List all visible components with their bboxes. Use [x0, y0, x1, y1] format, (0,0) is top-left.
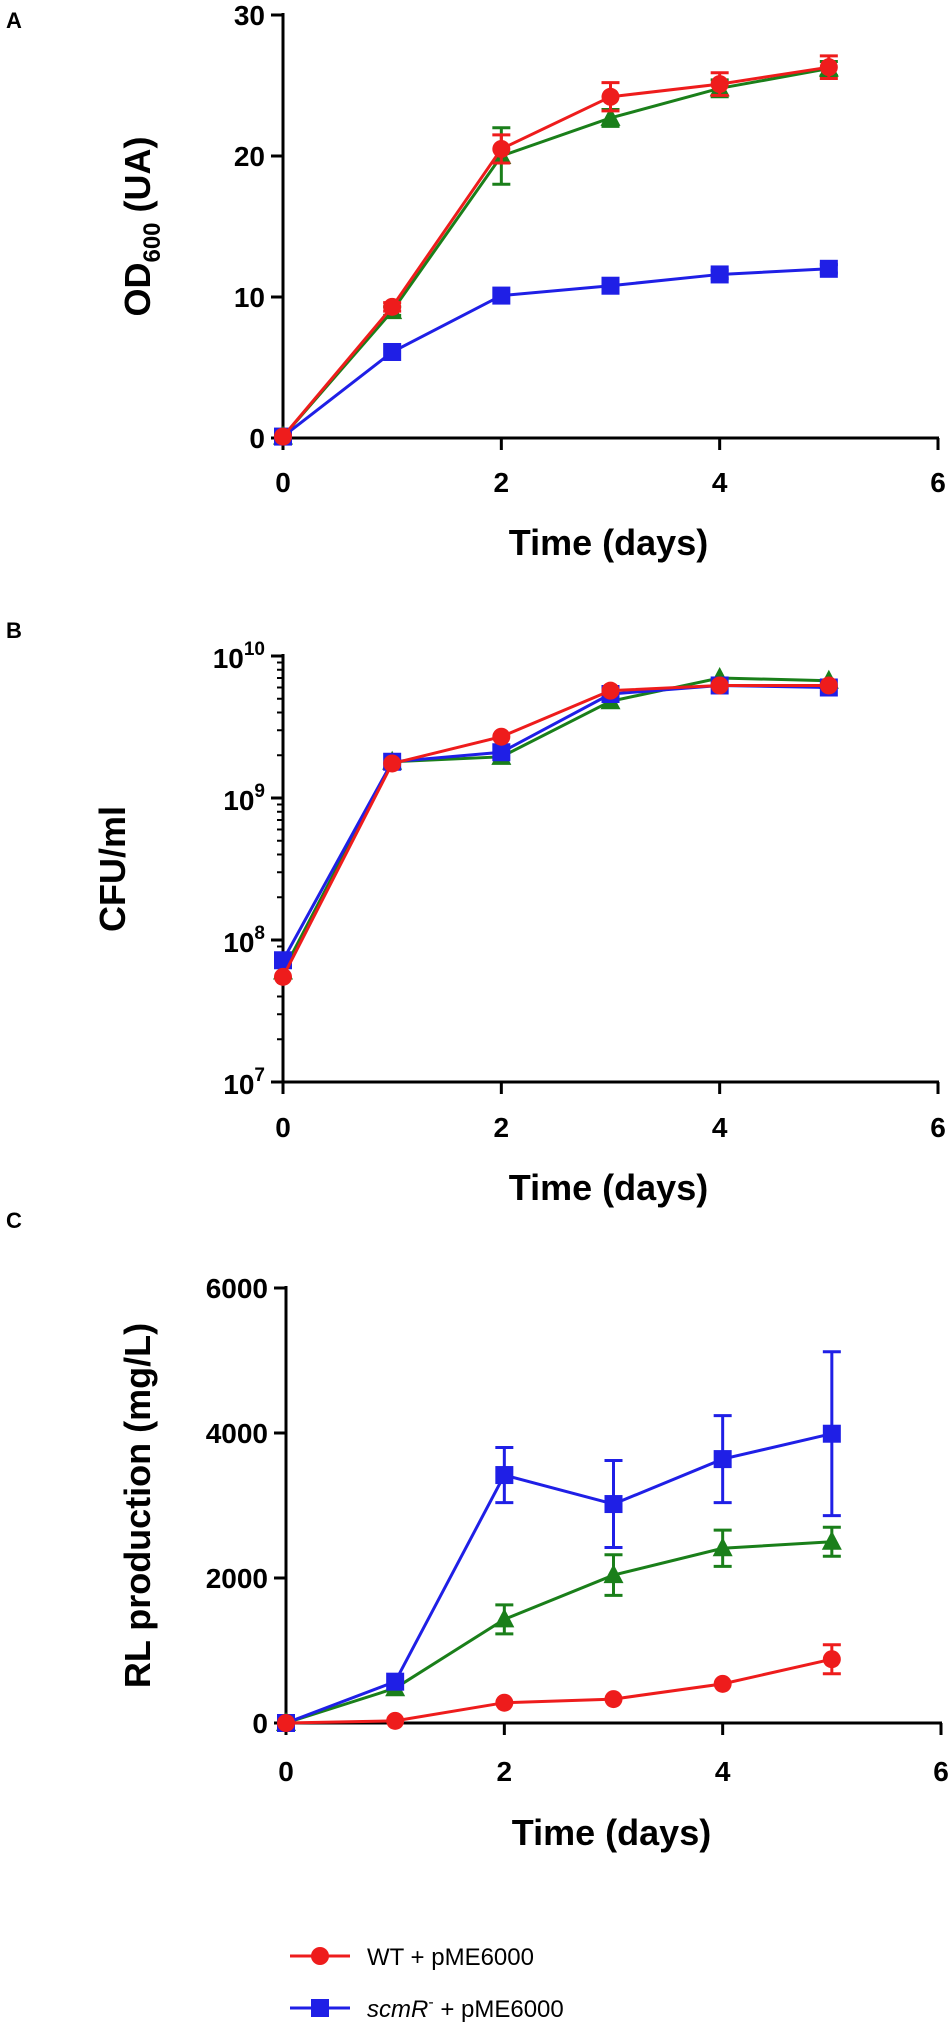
x-tick-label: 0 [278, 1756, 294, 1787]
series-line [281, 683, 829, 961]
x-tick-label: 0 [275, 467, 291, 498]
x-tick-label: 2 [494, 467, 510, 498]
data-point [713, 1674, 732, 1693]
data-point [819, 58, 838, 77]
series-circle [277, 1643, 841, 1732]
data-point [819, 259, 838, 278]
legend-label: scmR- + pME6000 [367, 1994, 564, 2023]
panel-letter: A [6, 8, 22, 33]
series-circle [274, 54, 838, 446]
data-point [819, 676, 838, 695]
x-tick-label: 6 [930, 467, 946, 498]
legend-item: WT + pME6000 [290, 1944, 534, 1971]
data-point [277, 1714, 295, 1732]
data-point [713, 1450, 732, 1469]
data-point [710, 265, 729, 284]
data-point [821, 1530, 842, 1550]
series-triangle [273, 57, 839, 445]
series-line [285, 1657, 833, 1725]
data-point [712, 1537, 733, 1557]
y-axis-title: OD600 (UA) [117, 136, 166, 316]
data-point [710, 676, 729, 695]
legend-marker [311, 1947, 329, 1965]
legend-item: scmR- + pME6000 [290, 1994, 564, 2023]
x-tick-label: 6 [933, 1756, 949, 1787]
x-axis-title: Time (days) [509, 1167, 708, 1208]
y-tick-label: 2000 [206, 1563, 268, 1594]
data-point [822, 1424, 841, 1443]
y-tick-label: 4000 [206, 1418, 268, 1449]
y-tick-label: 20 [234, 141, 265, 172]
y-tick-label: 109 [223, 781, 265, 816]
y-tick-label: 0 [252, 1708, 268, 1739]
x-tick-label: 4 [712, 1112, 728, 1143]
panel-C: C 0 2 4 6 0 2000 4000 6000 Time (days) RL producti… [6, 1208, 949, 1853]
data-point [601, 87, 620, 106]
data-point [604, 1690, 623, 1709]
data-point [386, 1711, 405, 1730]
data-point [495, 1466, 514, 1485]
data-point [492, 139, 511, 158]
data-point [274, 427, 292, 446]
data-point [600, 106, 621, 126]
data-point [494, 1608, 515, 1628]
x-tick-label: 0 [275, 1112, 291, 1143]
y-axis-title: RL production (mg/L) [117, 1323, 158, 1688]
series-circle [274, 676, 838, 986]
data-point [492, 286, 511, 305]
x-tick-label: 6 [930, 1112, 946, 1143]
panel-letter: C [6, 1208, 22, 1233]
data-point [274, 967, 292, 986]
y-tick-label: 10 [234, 282, 265, 313]
x-tick-label: 4 [712, 467, 728, 498]
x-tick-label: 2 [497, 1756, 513, 1787]
panel-letter: B [6, 618, 22, 643]
data-point [383, 342, 402, 361]
data-point [492, 743, 511, 762]
legend-marker [311, 1999, 329, 2017]
data-point [603, 1564, 624, 1584]
y-tick-label: 6000 [206, 1273, 268, 1304]
series-line [285, 1540, 832, 1725]
series-square [274, 676, 838, 970]
y-tick-label: 108 [223, 923, 265, 958]
series-line [282, 267, 829, 438]
data-point [386, 1672, 405, 1691]
series-line [281, 683, 829, 978]
panel-A: A 0 2 4 6 0 10 20 30 Time (days) OD600 (UA) [6, 0, 946, 563]
data-point [822, 1650, 841, 1669]
data-point [604, 1495, 623, 1514]
y-tick-label: 0 [249, 423, 265, 454]
series-square [274, 259, 838, 446]
y-tick-label: 107 [223, 1065, 265, 1100]
panel-B: B 0 2 4 6 107 108 109 1010 Time (days) CFU/ml [6, 618, 946, 1208]
data-point [274, 951, 292, 970]
series-line [281, 65, 830, 438]
data-point [492, 727, 511, 746]
series-line [285, 1432, 833, 1725]
x-axis-title: Time (days) [509, 522, 708, 563]
x-axis-title: Time (days) [512, 1812, 711, 1853]
legend-label: WT + pME6000 [367, 1944, 534, 1971]
y-axis-title: CFU/ml [92, 806, 133, 932]
series-line [281, 67, 830, 438]
data-point [710, 75, 729, 94]
y-tick-label: 1010 [213, 639, 265, 674]
data-point [383, 754, 402, 773]
y-tick-label: 30 [234, 0, 265, 31]
data-point [495, 1693, 514, 1712]
data-point [601, 681, 620, 700]
data-point [601, 276, 620, 295]
data-point [383, 297, 402, 316]
x-tick-label: 2 [494, 1112, 510, 1143]
x-tick-label: 4 [715, 1756, 731, 1787]
